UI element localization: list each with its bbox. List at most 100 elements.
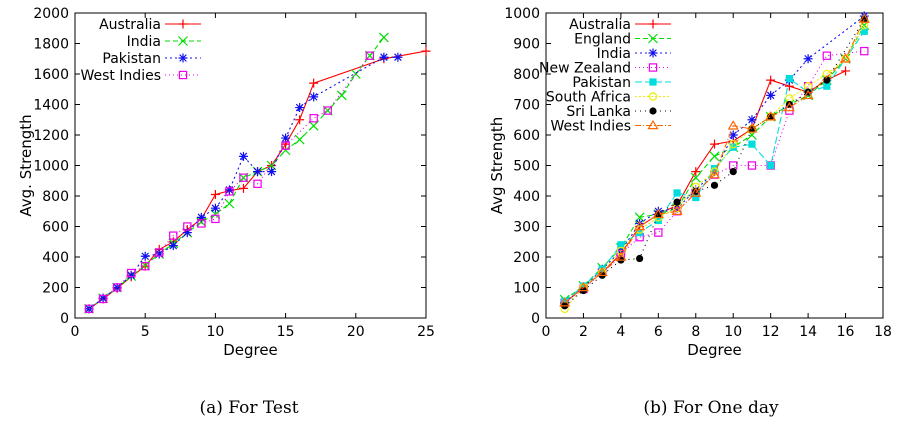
- data-point: [155, 248, 164, 257]
- data-point: [210, 203, 220, 213]
- y-tick-label: 400: [42, 250, 69, 266]
- x-axis-label: Degree: [223, 341, 278, 359]
- x-tick-label: 0: [71, 324, 80, 340]
- y-tick-label: 200: [513, 250, 540, 266]
- legend-marker: [648, 19, 658, 29]
- data-point: [112, 283, 122, 292]
- chart-caption: (a) For Test: [199, 398, 298, 418]
- data-point: [393, 52, 403, 62]
- y-tick-label: 400: [513, 189, 540, 205]
- data-point: [692, 187, 700, 196]
- data-point: [710, 181, 719, 189]
- data-point: [379, 52, 389, 62]
- series-west-indies: [559, 13, 870, 307]
- data-point: [561, 297, 569, 305]
- legend-entry: Australia: [569, 17, 671, 33]
- legend-marker: [648, 63, 658, 72]
- data-point: [708, 168, 721, 179]
- y-tick-label: 1200: [33, 128, 69, 144]
- data-point: [225, 187, 234, 196]
- legend-label: New Zealand: [539, 61, 631, 77]
- legend-label: Sri Lanka: [566, 104, 631, 120]
- legend-label: England: [574, 32, 631, 48]
- data-point: [673, 189, 681, 197]
- series-west-indies: [84, 51, 375, 314]
- data-point: [729, 168, 737, 176]
- legend-label: Australia: [99, 17, 161, 33]
- data-point: [729, 139, 738, 149]
- data-point: [690, 187, 702, 197]
- y-tick-label: 300: [513, 220, 540, 236]
- x-tick-label: 14: [799, 324, 817, 340]
- data-point: [126, 268, 136, 278]
- y-tick-label: 0: [60, 311, 69, 327]
- data-point: [783, 101, 795, 112]
- legend-marker: [648, 33, 658, 44]
- data-point: [238, 183, 248, 193]
- y-tick-label: 1000: [504, 6, 540, 22]
- data-point: [323, 106, 332, 115]
- data-point: [860, 46, 869, 56]
- series-line: [564, 18, 865, 307]
- data-point: [766, 75, 776, 85]
- y-tick-label: 100: [513, 281, 540, 297]
- chart-test: 0 5 10 15 20 25 0 200 400 600 800 1000 1200 1400 1600 1…: [17, 6, 435, 418]
- y-tick-label: 800: [42, 189, 69, 205]
- series-line: [88, 37, 385, 310]
- legend-entry: New Zealand: [539, 61, 671, 77]
- data-point: [636, 254, 644, 263]
- legend-entry: South Africa: [546, 90, 671, 106]
- legend-marker: [649, 107, 657, 115]
- series-line: [564, 18, 865, 304]
- legend-entry: England: [574, 32, 671, 48]
- legend-marker: [178, 53, 188, 63]
- chart-caption: (b) For One day: [643, 398, 779, 418]
- y-tick-label: 1400: [33, 98, 69, 114]
- x-tick-label: 12: [762, 324, 780, 340]
- data-point: [802, 89, 814, 100]
- x-tick-label: 10: [724, 324, 742, 340]
- series-line: [564, 15, 865, 304]
- data-point: [140, 251, 150, 261]
- data-point: [691, 167, 701, 177]
- y-tick-label: 700: [513, 98, 540, 114]
- data-point: [183, 222, 192, 231]
- legend-marker: [648, 92, 658, 101]
- data-point: [112, 283, 122, 292]
- x-tick-label: 2: [579, 324, 588, 340]
- data-point: [747, 161, 757, 170]
- legend-label: Pakistan: [572, 75, 631, 91]
- y-tick-label: 600: [42, 220, 69, 236]
- data-point: [182, 228, 192, 238]
- series-line: [88, 55, 371, 310]
- x-tick-label: 16: [837, 324, 855, 340]
- data-point: [692, 193, 700, 202]
- y-axis-label: Avg Strength: [488, 117, 506, 214]
- data-point: [309, 78, 319, 88]
- data-point: [823, 82, 831, 90]
- data-point: [690, 172, 701, 183]
- data-point: [336, 90, 347, 101]
- x-tick-label: 6: [654, 324, 663, 340]
- data-point: [169, 231, 178, 240]
- data-point: [841, 66, 851, 76]
- data-point: [822, 51, 832, 60]
- data-point: [615, 251, 627, 261]
- data-point: [295, 115, 305, 125]
- data-point: [253, 167, 263, 177]
- legend-marker: [178, 19, 188, 29]
- legend-entry: Australia: [99, 17, 201, 33]
- data-point: [239, 173, 248, 182]
- data-point: [309, 114, 318, 123]
- legend-marker: [178, 36, 188, 46]
- data-point: [765, 111, 777, 121]
- legend-marker: [649, 78, 657, 86]
- x-tick-label: 0: [542, 324, 551, 340]
- data-point: [617, 241, 625, 249]
- data-point: [727, 120, 739, 130]
- data-point: [577, 281, 589, 292]
- legend-label: Australia: [569, 17, 631, 33]
- data-point: [766, 90, 776, 100]
- data-point: [281, 133, 291, 143]
